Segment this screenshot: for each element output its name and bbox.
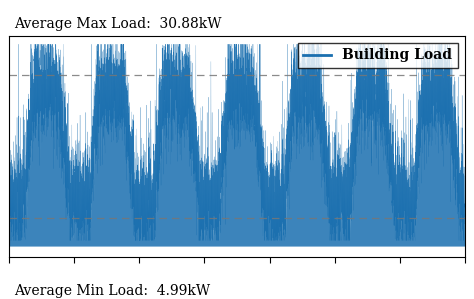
Legend: Building Load: Building Load [298, 43, 457, 68]
Text: Average Min Load:  4.99kW: Average Min Load: 4.99kW [14, 284, 210, 298]
Text: Average Max Load:  30.88kW: Average Max Load: 30.88kW [14, 17, 221, 31]
